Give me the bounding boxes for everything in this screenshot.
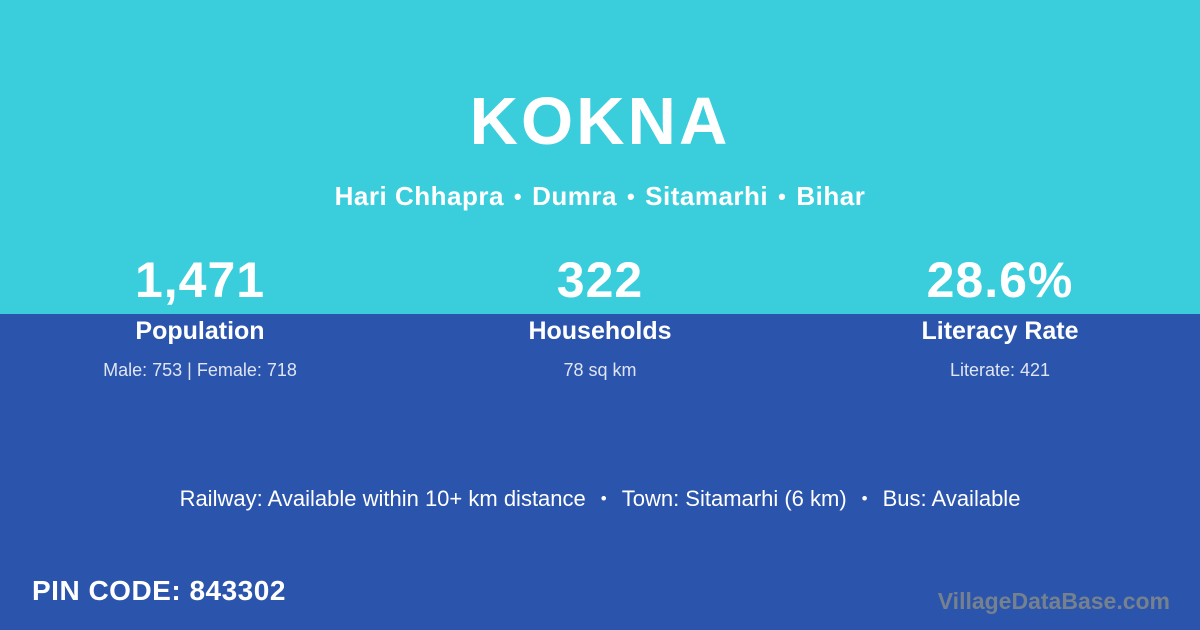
stats-row: 1,471 Population Male: 753 | Female: 718… <box>0 250 1200 381</box>
amenity-bus: Bus: Available <box>882 486 1021 511</box>
population-value: 1,471 <box>134 252 266 308</box>
watermark-brand: VillageDataBase.com <box>937 588 1170 614</box>
stat-population: 1,471 Population Male: 753 | Female: 718 <box>0 250 400 381</box>
footer-background <box>0 314 1200 630</box>
location-breadcrumb: Hari Chhapra • Dumra • Sitamarhi • Bihar <box>0 181 1200 212</box>
amenity-town: Town: Sitamarhi (6 km) <box>621 486 847 511</box>
stat-households: 322 Households 78 sq km <box>400 250 800 381</box>
pin-code-value: 843302 <box>189 575 286 606</box>
bullet-separator-icon: • <box>600 489 607 508</box>
amenity-railway: Railway: Available within 10+ km distanc… <box>179 486 586 511</box>
bullet-separator-icon: • <box>513 184 523 209</box>
pin-code-label: PIN CODE: <box>32 575 182 606</box>
households-value: 322 <box>556 252 644 308</box>
hero-background <box>0 0 1200 314</box>
location-part-state: Bihar <box>796 181 866 211</box>
village-name-title: KOKNA <box>469 84 731 159</box>
location-part-village: Hari Chhapra <box>334 181 504 211</box>
location-part-district: Sitamarhi <box>645 181 769 211</box>
location-part-block: Dumra <box>532 181 617 211</box>
literacy-rate-label: Literacy Rate <box>921 317 1079 345</box>
population-detail: Male: 753 | Female: 718 <box>103 360 297 380</box>
pin-code: PIN CODE: 843302 <box>32 574 286 608</box>
households-detail: 78 sq km <box>563 360 637 380</box>
households-label: Households <box>528 317 672 345</box>
stat-literacy-rate: 28.6% Literacy Rate Literate: 421 <box>800 250 1200 381</box>
literacy-rate-detail: Literate: 421 <box>949 360 1051 380</box>
population-label: Population <box>135 317 265 345</box>
literacy-rate-value: 28.6% <box>926 252 1074 308</box>
bullet-separator-icon: • <box>626 184 636 209</box>
amenities-summary: Railway: Available within 10+ km distanc… <box>0 487 1200 511</box>
bullet-separator-icon: • <box>778 184 787 209</box>
bullet-separator-icon: • <box>861 489 868 508</box>
